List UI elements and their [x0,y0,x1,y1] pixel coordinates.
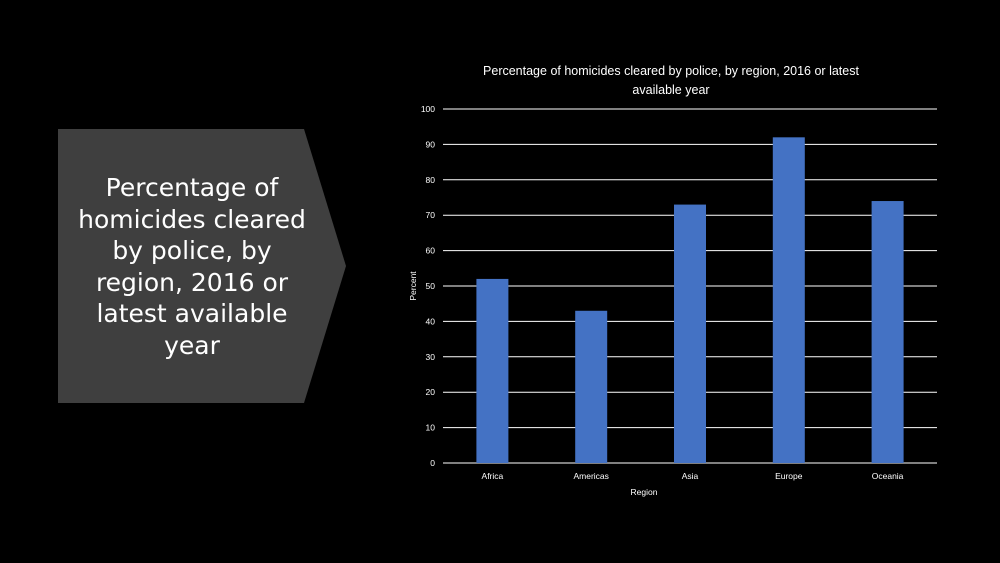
x-tick-label-oceania: Oceania [872,471,904,481]
y-tick-label: 10 [426,423,436,433]
y-axis-title: Percent [408,271,418,301]
y-tick-label: 100 [421,104,435,114]
chart-title-line-1: Percentage of homicides cleared by polic… [483,64,859,78]
y-tick-label: 80 [426,175,436,185]
chart-title-line-2: available year [632,83,709,97]
bar-europe [772,137,805,463]
x-tick-label-asia: Asia [682,471,699,481]
chart-title: Percentage of homicides cleared by polic… [483,64,859,97]
y-tick-label: 60 [426,246,436,256]
y-tick-label: 50 [426,281,436,291]
callout-text: Percentage of homicides cleared by polic… [78,173,306,360]
x-tick-labels: Africa Americas Asia Europe Oceania [482,471,904,481]
y-tick-label: 20 [426,387,436,397]
y-tick-labels: 0 10 20 30 40 50 60 70 80 90 100 [421,104,435,468]
y-tick-label: 0 [430,458,435,468]
bar-americas [575,310,608,463]
bars [476,137,904,464]
callout-shape [58,129,346,403]
y-tick-label: 70 [426,210,436,220]
x-tick-label-africa: Africa [482,471,504,481]
y-tick-label: 90 [426,139,436,149]
x-axis-title: Region [631,487,658,497]
x-tick-label-europe: Europe [775,471,803,481]
bar-oceania [871,201,904,464]
x-tick-label-americas: Americas [573,471,608,481]
bar-africa [476,278,509,463]
y-tick-label: 40 [426,316,436,326]
y-tick-label: 30 [426,352,436,362]
bar-asia [674,204,706,463]
